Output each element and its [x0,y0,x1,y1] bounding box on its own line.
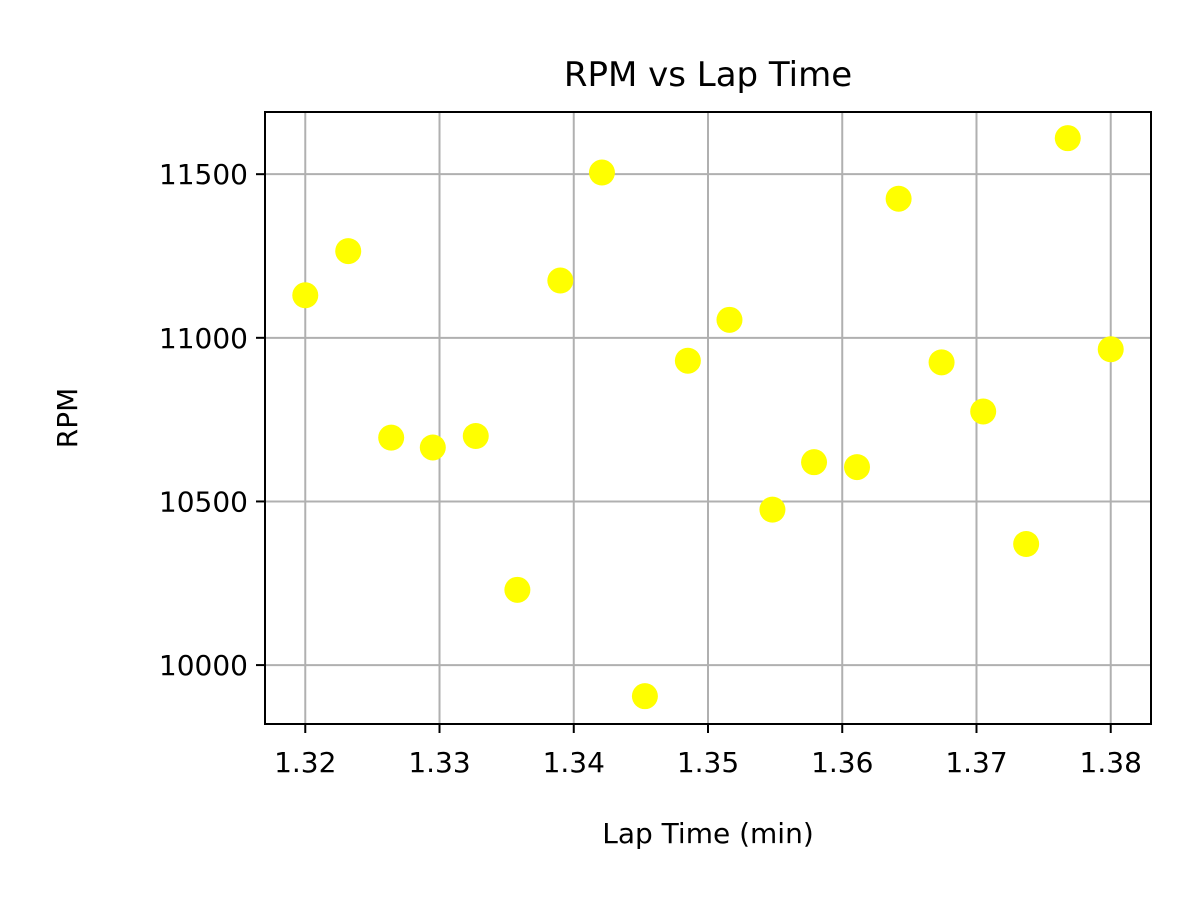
data-point [844,454,871,481]
data-point [885,185,912,212]
data-point [335,238,362,265]
data-point [1054,125,1081,152]
y-tick-label: 10000 [159,649,248,682]
y-axis-title: RPM [51,388,84,449]
x-tick-label: 1.34 [543,746,605,779]
x-axis-title: Lap Time (min) [602,817,814,850]
data-point [1013,531,1040,557]
data-point [631,683,658,710]
data-point [801,449,828,476]
data-point [504,576,531,603]
data-point [292,282,319,309]
data-point [928,349,955,376]
data-point [378,424,405,451]
x-tick-label: 1.33 [408,746,470,779]
x-tick-label: 1.35 [677,746,739,779]
data-point [759,496,786,523]
data-point [547,267,574,294]
y-tick-label: 11500 [159,158,248,191]
y-tick-label: 10500 [159,485,248,518]
x-tick-label: 1.38 [1080,746,1142,779]
data-points [292,125,1124,710]
data-point [716,306,743,333]
axis-ticks: 1.32 1.33 1.34 1.35 1.36 1.37 1.38 10000 10500 11… [159,158,1142,779]
data-point [419,434,446,461]
x-tick-label: 1.32 [274,746,336,779]
y-tick-label: 11000 [159,322,248,355]
x-tick-label: 1.36 [811,746,873,779]
data-point [970,398,997,425]
grid-lines [265,112,1151,724]
data-point [588,159,615,186]
data-point [462,423,489,449]
chart-title: RPM vs Lap Time [564,55,852,95]
x-tick-label: 1.37 [945,746,1007,779]
data-point [674,347,701,374]
data-point [1097,336,1124,363]
